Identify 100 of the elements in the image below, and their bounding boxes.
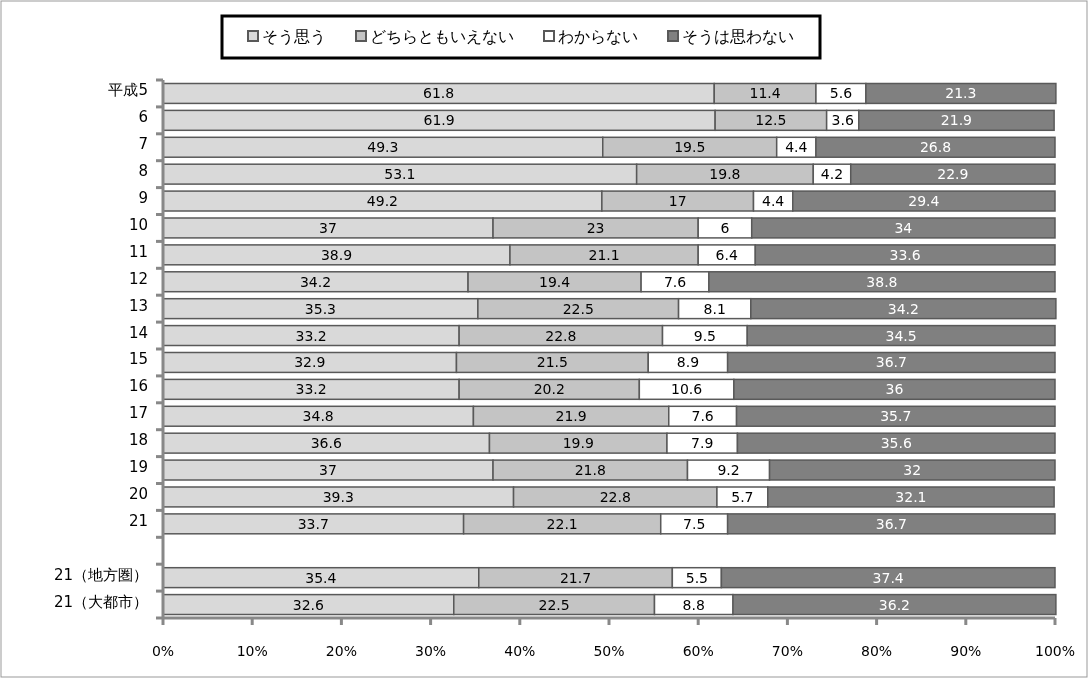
data-label: 34.8: [302, 408, 334, 425]
data-label: 5.5: [685, 569, 708, 586]
legend-label: そう思う: [262, 27, 326, 46]
x-tick-label: 20%: [325, 643, 357, 659]
y-tick-label: 11: [128, 242, 148, 261]
data-label: 34.2: [887, 300, 919, 317]
y-tick-label: 21（地方圏）: [53, 565, 148, 584]
data-label: 39.3: [322, 488, 354, 505]
data-label: 35.7: [880, 408, 912, 425]
data-label: 7.6: [663, 273, 687, 290]
data-label: 8.1: [703, 300, 726, 317]
y-tick-label: 6: [138, 108, 148, 127]
data-label: 49.2: [366, 193, 399, 210]
data-label: 37.4: [872, 569, 904, 586]
data-label: 36: [885, 381, 904, 398]
data-label: 22.5: [538, 596, 570, 613]
y-tick-label: 19: [128, 458, 148, 477]
data-label: 21.9: [940, 112, 973, 129]
data-label: 29.4: [908, 193, 940, 210]
data-label: 32: [903, 462, 922, 479]
data-label: 32.9: [294, 354, 326, 371]
data-label: 22.1: [546, 515, 578, 532]
data-label: 4.4: [785, 139, 808, 156]
data-label: 36.6: [310, 435, 342, 452]
x-tick-label: 0%: [151, 643, 175, 659]
legend-label: そうは思わない: [682, 27, 794, 46]
data-label: 4.2: [820, 166, 844, 183]
x-tick-label: 70%: [771, 643, 803, 659]
data-label: 38.8: [866, 273, 898, 290]
data-label: 7.6: [691, 408, 714, 425]
data-label: 32.1: [895, 488, 927, 505]
y-tick-label: 8: [138, 162, 148, 181]
data-label: 21.7: [559, 569, 592, 586]
x-tick-label: 40%: [504, 643, 536, 659]
legend-label: わからない: [558, 27, 638, 46]
data-label: 34.2: [299, 273, 332, 290]
data-label: 4.4: [762, 193, 785, 210]
data-label: 35.4: [305, 569, 337, 586]
y-tick-label: 21: [128, 511, 148, 530]
data-label: 19.5: [674, 139, 706, 156]
data-label: 61.9: [423, 112, 455, 129]
data-label: 22.8: [545, 327, 577, 344]
x-tick-label: 80%: [861, 643, 893, 659]
y-tick-label: 10: [128, 215, 148, 234]
data-label: 8.8: [682, 596, 705, 613]
data-label: 26.8: [919, 139, 952, 156]
x-tick-label: 10%: [236, 643, 268, 659]
data-label: 22.9: [937, 166, 969, 183]
y-tick-label: 13: [128, 296, 148, 315]
y-tick-label: 16: [128, 377, 148, 396]
data-label: 34.5: [885, 327, 917, 344]
x-tick-label: 100%: [1034, 643, 1076, 659]
y-tick-label: 20: [128, 484, 148, 503]
y-tick-label: 15: [128, 350, 148, 369]
data-label: 7.9: [691, 435, 714, 452]
data-label: 3.6: [831, 112, 854, 129]
data-label: 49.3: [367, 139, 399, 156]
data-label: 23: [586, 219, 605, 236]
y-tick-label: 平成5: [108, 81, 148, 100]
data-label: 12.5: [755, 112, 787, 129]
data-label: 37: [319, 219, 337, 236]
data-label: 38.9: [320, 246, 353, 263]
data-label: 19.8: [709, 166, 741, 183]
data-label: 35.6: [880, 435, 912, 452]
data-label: 33.2: [295, 381, 327, 398]
data-label: 19.9: [562, 435, 594, 452]
data-label: 9.2: [717, 462, 740, 479]
data-label: 35.3: [304, 300, 337, 317]
x-tick-label: 90%: [950, 643, 982, 659]
data-label: 36.2: [878, 596, 911, 613]
data-label: 9.5: [693, 327, 717, 344]
data-label: 33.7: [297, 515, 329, 532]
y-tick-label: 21（大都市）: [53, 592, 148, 611]
data-label: 34: [894, 219, 913, 236]
data-label: 36.7: [875, 354, 907, 371]
y-tick-label: 14: [128, 323, 148, 342]
data-label: 6.4: [715, 246, 738, 263]
data-label: 17: [668, 193, 687, 210]
data-label: 10.6: [671, 381, 703, 398]
data-label: 33.2: [295, 327, 327, 344]
data-label: 22.5: [562, 300, 594, 317]
data-label: 7.5: [683, 515, 706, 532]
data-label: 61.8: [423, 85, 455, 102]
data-label: 21.9: [555, 408, 587, 425]
y-tick-label: 9: [138, 189, 148, 208]
data-label: 5.6: [829, 85, 853, 102]
x-tick-label: 60%: [682, 643, 714, 659]
x-tick-label: 30%: [415, 643, 447, 659]
y-tick-label: 7: [138, 135, 148, 154]
data-label: 6: [720, 219, 730, 236]
data-label: 33.6: [889, 246, 921, 263]
x-tick-label: 50%: [593, 643, 625, 659]
data-label: 20.2: [533, 381, 565, 398]
data-label: 21.5: [536, 354, 568, 371]
y-tick-label: 12: [128, 269, 148, 288]
data-label: 8.9: [676, 354, 700, 371]
data-label: 21.3: [945, 85, 977, 102]
data-label: 21.8: [574, 462, 606, 479]
data-label: 11.4: [749, 85, 781, 102]
data-label: 21.1: [588, 246, 620, 263]
